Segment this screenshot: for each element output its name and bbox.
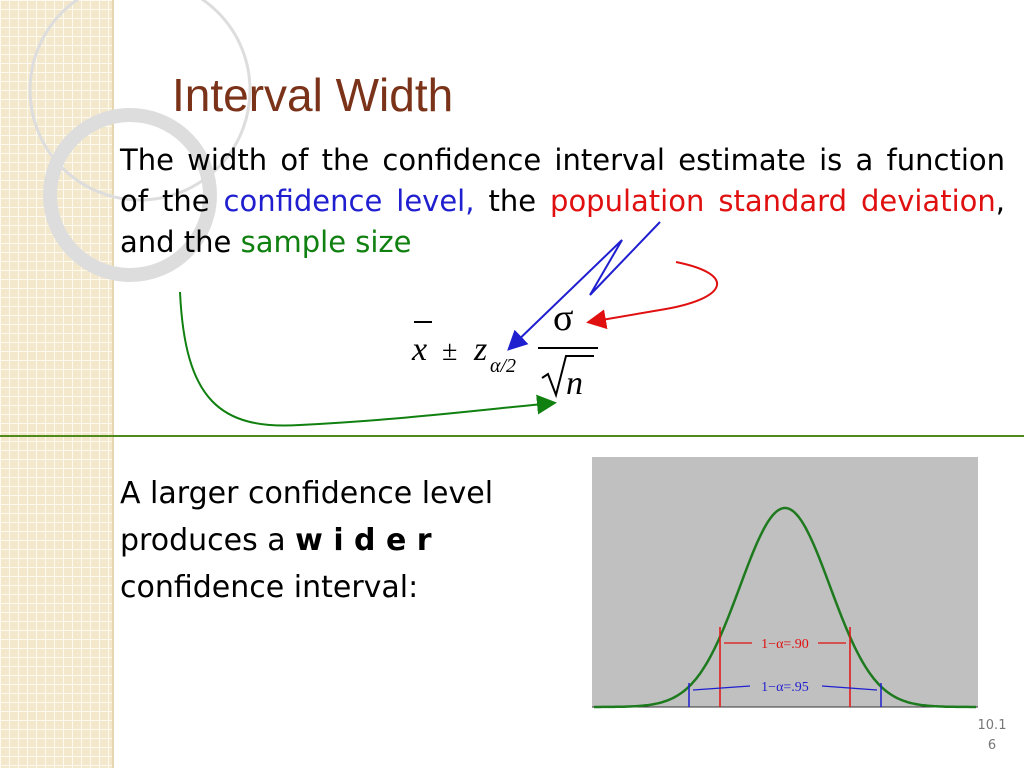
formula-mean: x	[411, 331, 427, 368]
arrow-level	[507, 221, 661, 351]
figure: 1−α=.90 1−α=.95	[592, 457, 978, 709]
arrow-size	[179, 291, 557, 427]
slide-title: Interval Width	[172, 69, 454, 121]
formula-num: σ	[553, 297, 573, 339]
decor-circle	[43, 108, 217, 282]
outer-arrow	[692, 685, 878, 691]
text-run: population standard deviation	[550, 184, 996, 218]
text-run: w i d e r	[295, 523, 432, 558]
arrow-sd	[586, 261, 718, 330]
intro-text: The width of the confidence interval est…	[120, 140, 1005, 263]
normal-curve	[594, 506, 976, 709]
formula-pm: ±	[442, 336, 457, 367]
text-run: confidence interval:	[120, 570, 419, 605]
text-run: confidence level,	[223, 184, 475, 218]
slide-number: 10.16	[977, 718, 1007, 753]
text-run: The width of the confidence interval est…	[120, 143, 1005, 218]
formula-den: n	[566, 365, 583, 402]
text-run: A larger confidence level produces a	[120, 476, 494, 558]
outer-label: 1−α=.95	[761, 680, 809, 695]
text-run: the	[474, 184, 551, 218]
inner-label: 1−α=.90	[761, 637, 809, 652]
decor-circle	[28, 0, 252, 202]
figure-bg	[592, 457, 978, 707]
text-run: , and the	[120, 184, 1005, 259]
text-run: sample size	[240, 225, 412, 259]
statement-text: A larger confidence level produces a w i…	[120, 470, 570, 611]
formula: x ± z α/2 σ n	[411, 297, 598, 402]
formula-z: z	[473, 331, 487, 368]
formula-sub: α/2	[490, 355, 516, 377]
